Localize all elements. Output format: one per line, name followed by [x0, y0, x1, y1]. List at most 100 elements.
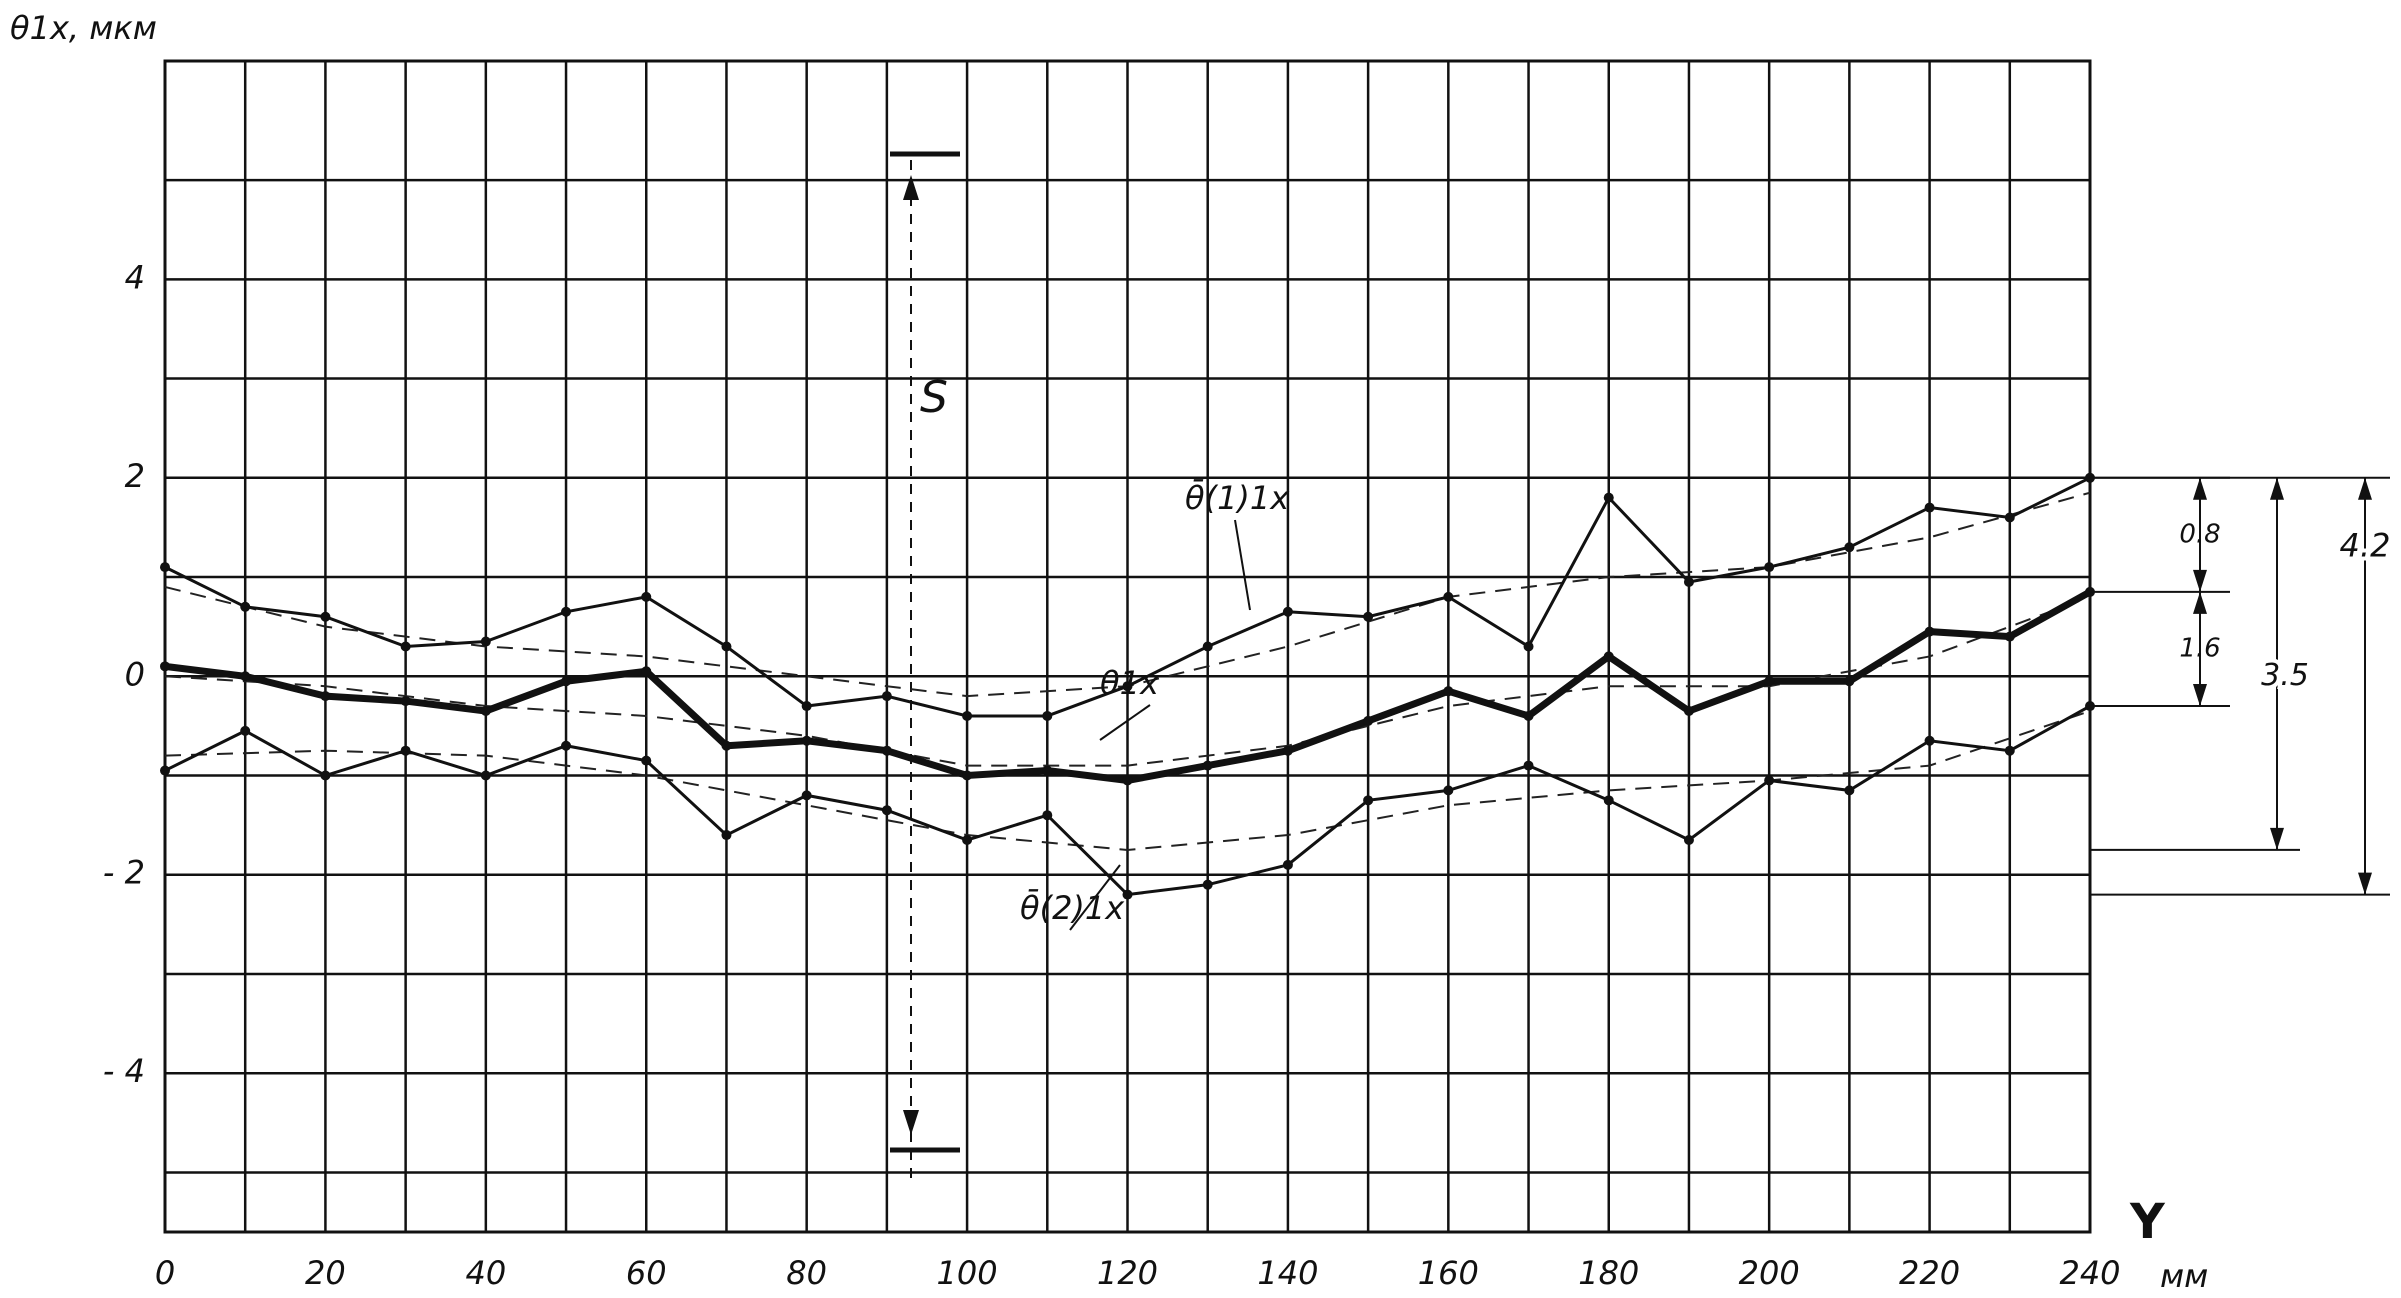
data-point [480, 770, 491, 781]
data-point [561, 740, 572, 751]
data-point [1924, 735, 1935, 746]
data-point [1122, 775, 1133, 786]
label-leader [1069, 864, 1121, 931]
data-point [801, 790, 812, 801]
data-point [1282, 606, 1293, 617]
data-point [1042, 810, 1053, 821]
data-point [320, 611, 331, 622]
x-tick-label: 200 [1739, 1254, 1800, 1292]
y-tick-label: 0 [125, 655, 145, 693]
data-point [1924, 502, 1935, 513]
dimension-label: 0.8 [2179, 519, 2220, 549]
data-point [160, 661, 170, 672]
series-label: θ̄(2)1x [1020, 888, 1125, 927]
data-point [881, 745, 892, 756]
data-point [721, 830, 732, 841]
data-point [1603, 651, 1614, 662]
x-tick-label: 220 [1899, 1254, 1960, 1292]
data-point [2004, 512, 2015, 523]
data-point [480, 636, 491, 647]
data-point [962, 770, 973, 781]
data-point [1443, 785, 1454, 796]
data-point [1844, 676, 1855, 687]
x-axis-label: Y [2129, 1194, 2166, 1250]
x-tick-label: 60 [626, 1254, 667, 1292]
data-point [160, 765, 170, 776]
data-point [1042, 765, 1053, 776]
x-tick-label: 40 [465, 1254, 506, 1292]
data-point [1764, 676, 1775, 687]
data-point [320, 691, 331, 702]
data-point [801, 701, 812, 712]
data-point [2004, 631, 2015, 642]
data-point [1363, 715, 1374, 726]
data-point [801, 735, 812, 746]
y-tick-label: - 4 [103, 1052, 145, 1090]
label-leader [1099, 704, 1151, 741]
data-point [480, 706, 491, 717]
y-axis-label: θ1x, мкм [10, 9, 157, 47]
data-point [1122, 681, 1133, 692]
x-tick-label: 160 [1418, 1254, 1479, 1292]
data-point [1122, 889, 1133, 900]
data-point [881, 691, 892, 702]
data-point [962, 710, 973, 721]
data-point [160, 562, 170, 573]
data-point [240, 601, 251, 612]
data-point [1202, 879, 1213, 890]
y-tick-label: 4 [125, 258, 145, 296]
data-point [1363, 795, 1374, 806]
data-point [1202, 641, 1213, 652]
data-point [881, 805, 892, 816]
series-label: θ̄(1)1x [1185, 478, 1290, 517]
x-tick-label: 100 [937, 1254, 998, 1292]
data-point [1523, 760, 1534, 771]
dimension-label: 4.2 [2340, 526, 2391, 564]
data-point [2004, 745, 2015, 756]
data-point [1443, 686, 1454, 697]
data-point [1764, 775, 1775, 786]
data-point [962, 835, 973, 846]
data-point [1202, 760, 1213, 771]
data-point [561, 606, 572, 617]
label-leader [1234, 519, 1251, 611]
y-tick-label: - 2 [103, 854, 145, 892]
data-point [1523, 641, 1534, 652]
data-point [1282, 745, 1293, 756]
data-point [1683, 576, 1694, 587]
x-tick-label: 240 [2059, 1254, 2120, 1292]
x-tick-label: 80 [786, 1254, 827, 1292]
data-point [1363, 611, 1374, 622]
data-point [1764, 562, 1775, 573]
data-point [1683, 835, 1694, 846]
data-point [400, 745, 411, 756]
x-tick-label: 0 [155, 1254, 175, 1292]
data-point [721, 740, 732, 751]
x-tick-label: 180 [1578, 1254, 1639, 1292]
data-point [1603, 492, 1614, 503]
data-point [1603, 795, 1614, 806]
data-point [641, 591, 652, 602]
data-point [641, 666, 652, 677]
x-tick-label: 140 [1257, 1254, 1318, 1292]
data-point [320, 770, 331, 781]
series-label: θ1x [1100, 664, 1160, 702]
s-dimension: S [890, 151, 960, 1182]
data-point [240, 725, 251, 736]
data-point [561, 676, 572, 687]
dimension-label: 1.6 [2179, 633, 2220, 663]
data-point [400, 641, 411, 652]
s-label: S [920, 372, 948, 423]
dimension-label: 3.5 [2261, 658, 2309, 693]
data-point [1042, 710, 1053, 721]
data-point [240, 671, 251, 682]
x-tick-label: 120 [1097, 1254, 1158, 1292]
data-point [641, 755, 652, 766]
data-point [1523, 710, 1534, 721]
data-point [1282, 859, 1293, 870]
x-tick-label: 20 [305, 1254, 346, 1292]
data-point [1683, 706, 1694, 717]
data-point [1844, 542, 1855, 553]
data-point [1844, 785, 1855, 796]
